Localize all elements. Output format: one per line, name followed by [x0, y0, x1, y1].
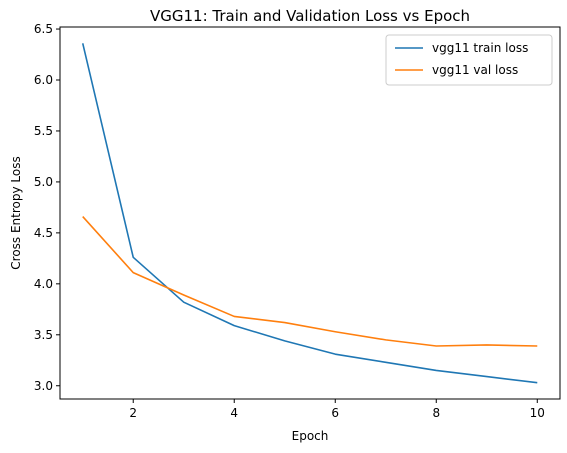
legend: vgg11 train loss vgg11 val loss	[385, 34, 553, 86]
y-tick-label: 6.0	[34, 73, 53, 87]
x-tick-label: 4	[230, 406, 238, 420]
y-tick-label: 5.0	[34, 175, 53, 189]
series-line-train	[81, 43, 538, 384]
axes-frame	[59, 26, 561, 400]
y-tick-label: 5.5	[34, 124, 53, 138]
y-axis-label: Cross Entropy Loss	[9, 156, 23, 269]
legend-entry-train: vgg11 train loss	[432, 41, 528, 55]
y-tick-label: 6.5	[34, 22, 53, 36]
legend-box	[385, 34, 553, 86]
y-axis-ticks: 3.0 3.5 4.0 4.5 5.0 5.5 6.0 6.5	[34, 22, 60, 393]
legend-entry-val: vgg11 val loss	[432, 63, 518, 77]
series-line-val	[82, 216, 538, 347]
chart-title: VGG11: Train and Validation Loss vs Epoc…	[150, 7, 470, 25]
x-tick-label: 2	[129, 406, 137, 420]
plot-area: 2 4 6 8 10 3.0 3.5 4.0 4.5 5.0 5.5 6.0 6.5	[34, 22, 561, 420]
x-tick-label: 8	[432, 406, 440, 420]
y-tick-label: 3.5	[34, 328, 53, 342]
y-tick-label: 3.0	[34, 379, 53, 393]
x-axis-ticks: 2 4 6 8 10	[129, 399, 545, 420]
y-tick-label: 4.5	[34, 226, 53, 240]
x-tick-label: 10	[530, 406, 545, 420]
series-lines	[81, 43, 538, 384]
x-tick-label: 6	[331, 406, 339, 420]
y-tick-label: 4.0	[34, 277, 53, 291]
x-axis-label: Epoch	[292, 429, 329, 443]
